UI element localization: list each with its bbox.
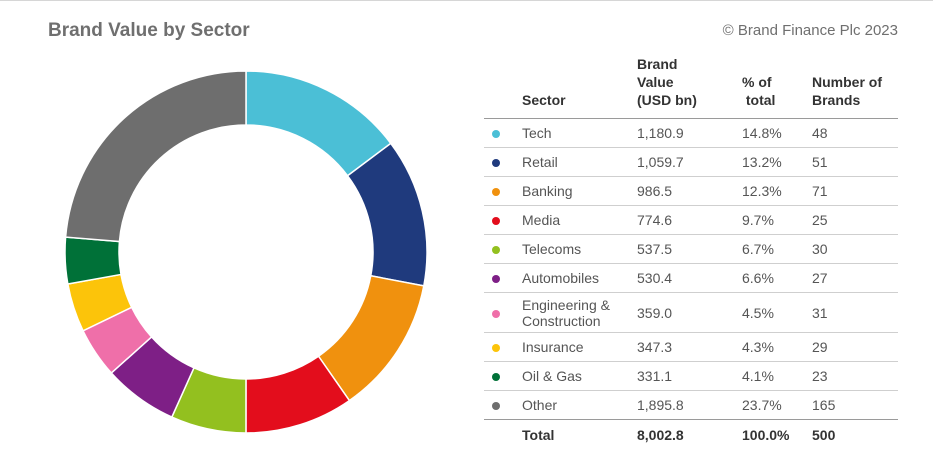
table-row: Engineering & Construction 359.0 4.5% 31 — [484, 292, 898, 333]
brand-value: 530.4 — [637, 263, 742, 293]
number-of-brands: 51 — [812, 147, 898, 177]
legend-dot-cell — [484, 361, 522, 391]
legend-dot-cell — [484, 390, 522, 420]
legend-dot-cell — [484, 263, 522, 293]
total-percent: 100.0% — [742, 427, 790, 443]
percent-total: 14.8% — [742, 118, 812, 148]
sector-table: Sector Brand Value (USD bn) % of total N… — [484, 55, 898, 450]
percent-total: 4.3% — [742, 332, 812, 362]
percent-total: 6.7% — [742, 234, 812, 264]
sector-name: Oil & Gas — [522, 361, 637, 391]
percent-total: 6.6% — [742, 263, 812, 293]
header-dot-spacer — [484, 55, 522, 119]
number-of-brands: 25 — [812, 205, 898, 235]
legend-dot — [492, 373, 500, 381]
table-row: Tech 1,180.9 14.8% 48 — [484, 118, 898, 148]
total-brands: 500 — [812, 427, 836, 443]
number-of-brands: 31 — [812, 292, 898, 333]
legend-dot — [492, 344, 500, 352]
table-row: Banking 986.5 12.3% 71 — [484, 176, 898, 206]
total-label: Total — [522, 427, 555, 443]
donut-slice-other — [64, 70, 247, 243]
legend-dot — [492, 309, 500, 318]
legend-dot-cell — [484, 205, 522, 235]
donut-chart — [64, 70, 428, 434]
legend-dot — [492, 159, 500, 167]
table-row: Telecoms 537.5 6.7% 30 — [484, 234, 898, 264]
table-row: Retail 1,059.7 13.2% 51 — [484, 147, 898, 177]
sector-name: Other — [522, 390, 637, 420]
percent-total: 23.7% — [742, 390, 812, 420]
legend-dot-cell — [484, 332, 522, 362]
number-of-brands: 27 — [812, 263, 898, 293]
table-header-row: Sector Brand Value (USD bn) % of total N… — [484, 55, 898, 119]
sector-name: Retail — [522, 147, 637, 177]
number-of-brands: 48 — [812, 118, 898, 148]
chart-title: Brand Value by Sector — [48, 20, 250, 41]
legend-dot-cell — [484, 292, 522, 333]
table-row: Media 774.6 9.7% 25 — [484, 205, 898, 235]
total-dot-spacer — [484, 420, 522, 451]
table-row: Insurance 347.3 4.3% 29 — [484, 332, 898, 362]
percent-total: 9.7% — [742, 205, 812, 235]
percent-total: 4.1% — [742, 361, 812, 391]
legend-dot — [492, 402, 500, 410]
header-sector: Sector — [522, 55, 637, 119]
header-percent-total: % of total — [742, 55, 812, 119]
copyright-notice: © Brand Finance Plc 2023 — [722, 22, 898, 39]
percent-total: 12.3% — [742, 176, 812, 206]
number-of-brands: 71 — [812, 176, 898, 206]
brand-value: 347.3 — [637, 332, 742, 362]
header-brand-value: Brand Value (USD bn) — [637, 55, 742, 119]
sector-name: Insurance — [522, 332, 637, 362]
number-of-brands: 29 — [812, 332, 898, 362]
legend-dot — [492, 246, 500, 254]
table-total-row: Total 8,002.8 100.0% 500 — [484, 420, 898, 451]
legend-dot-cell — [484, 176, 522, 206]
brand-value: 1,895.8 — [637, 390, 742, 420]
legend-dot — [492, 188, 500, 196]
table-row: Oil & Gas 331.1 4.1% 23 — [484, 361, 898, 391]
brand-value: 1,180.9 — [637, 118, 742, 148]
legend-dot-cell — [484, 118, 522, 148]
percent-total: 4.5% — [742, 292, 812, 333]
total-value: 8,002.8 — [637, 427, 684, 443]
sector-name: Telecoms — [522, 234, 637, 264]
top-divider — [0, 0, 933, 1]
header-number-of-brands: Number of Brands — [812, 55, 898, 119]
legend-dot-cell — [484, 234, 522, 264]
sector-name: Media — [522, 205, 637, 235]
number-of-brands: 23 — [812, 361, 898, 391]
sector-name: Automobiles — [522, 263, 637, 293]
brand-value: 774.6 — [637, 205, 742, 235]
number-of-brands: 165 — [812, 390, 898, 420]
legend-dot — [492, 275, 500, 283]
sector-name: Banking — [522, 176, 637, 206]
table-row: Automobiles 530.4 6.6% 27 — [484, 263, 898, 293]
percent-total: 13.2% — [742, 147, 812, 177]
legend-dot — [492, 130, 500, 138]
sector-name: Engineering & Construction — [522, 292, 637, 333]
brand-value: 359.0 — [637, 292, 742, 333]
number-of-brands: 30 — [812, 234, 898, 264]
sector-name: Tech — [522, 118, 637, 148]
legend-dot-cell — [484, 147, 522, 177]
table-row: Other 1,895.8 23.7% 165 — [484, 390, 898, 420]
brand-value: 331.1 — [637, 361, 742, 391]
brand-value: 537.5 — [637, 234, 742, 264]
legend-dot — [492, 217, 500, 225]
brand-value: 1,059.7 — [637, 147, 742, 177]
brand-value: 986.5 — [637, 176, 742, 206]
